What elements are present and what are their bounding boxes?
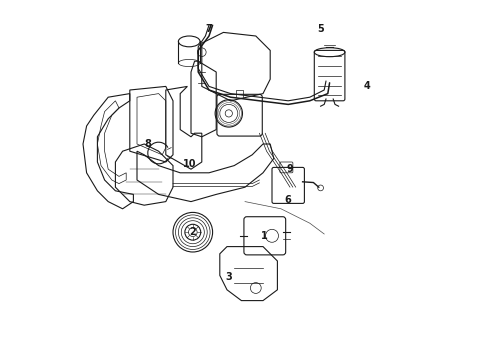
Text: 6: 6 <box>285 195 292 205</box>
Text: 7: 7 <box>206 24 212 34</box>
Text: 9: 9 <box>287 164 294 174</box>
Text: 8: 8 <box>145 139 151 149</box>
Text: 1: 1 <box>262 231 268 241</box>
Text: 5: 5 <box>317 24 324 34</box>
Text: 3: 3 <box>225 272 232 282</box>
Text: 2: 2 <box>190 227 196 237</box>
Text: 10: 10 <box>182 159 196 169</box>
Text: 4: 4 <box>364 81 371 91</box>
